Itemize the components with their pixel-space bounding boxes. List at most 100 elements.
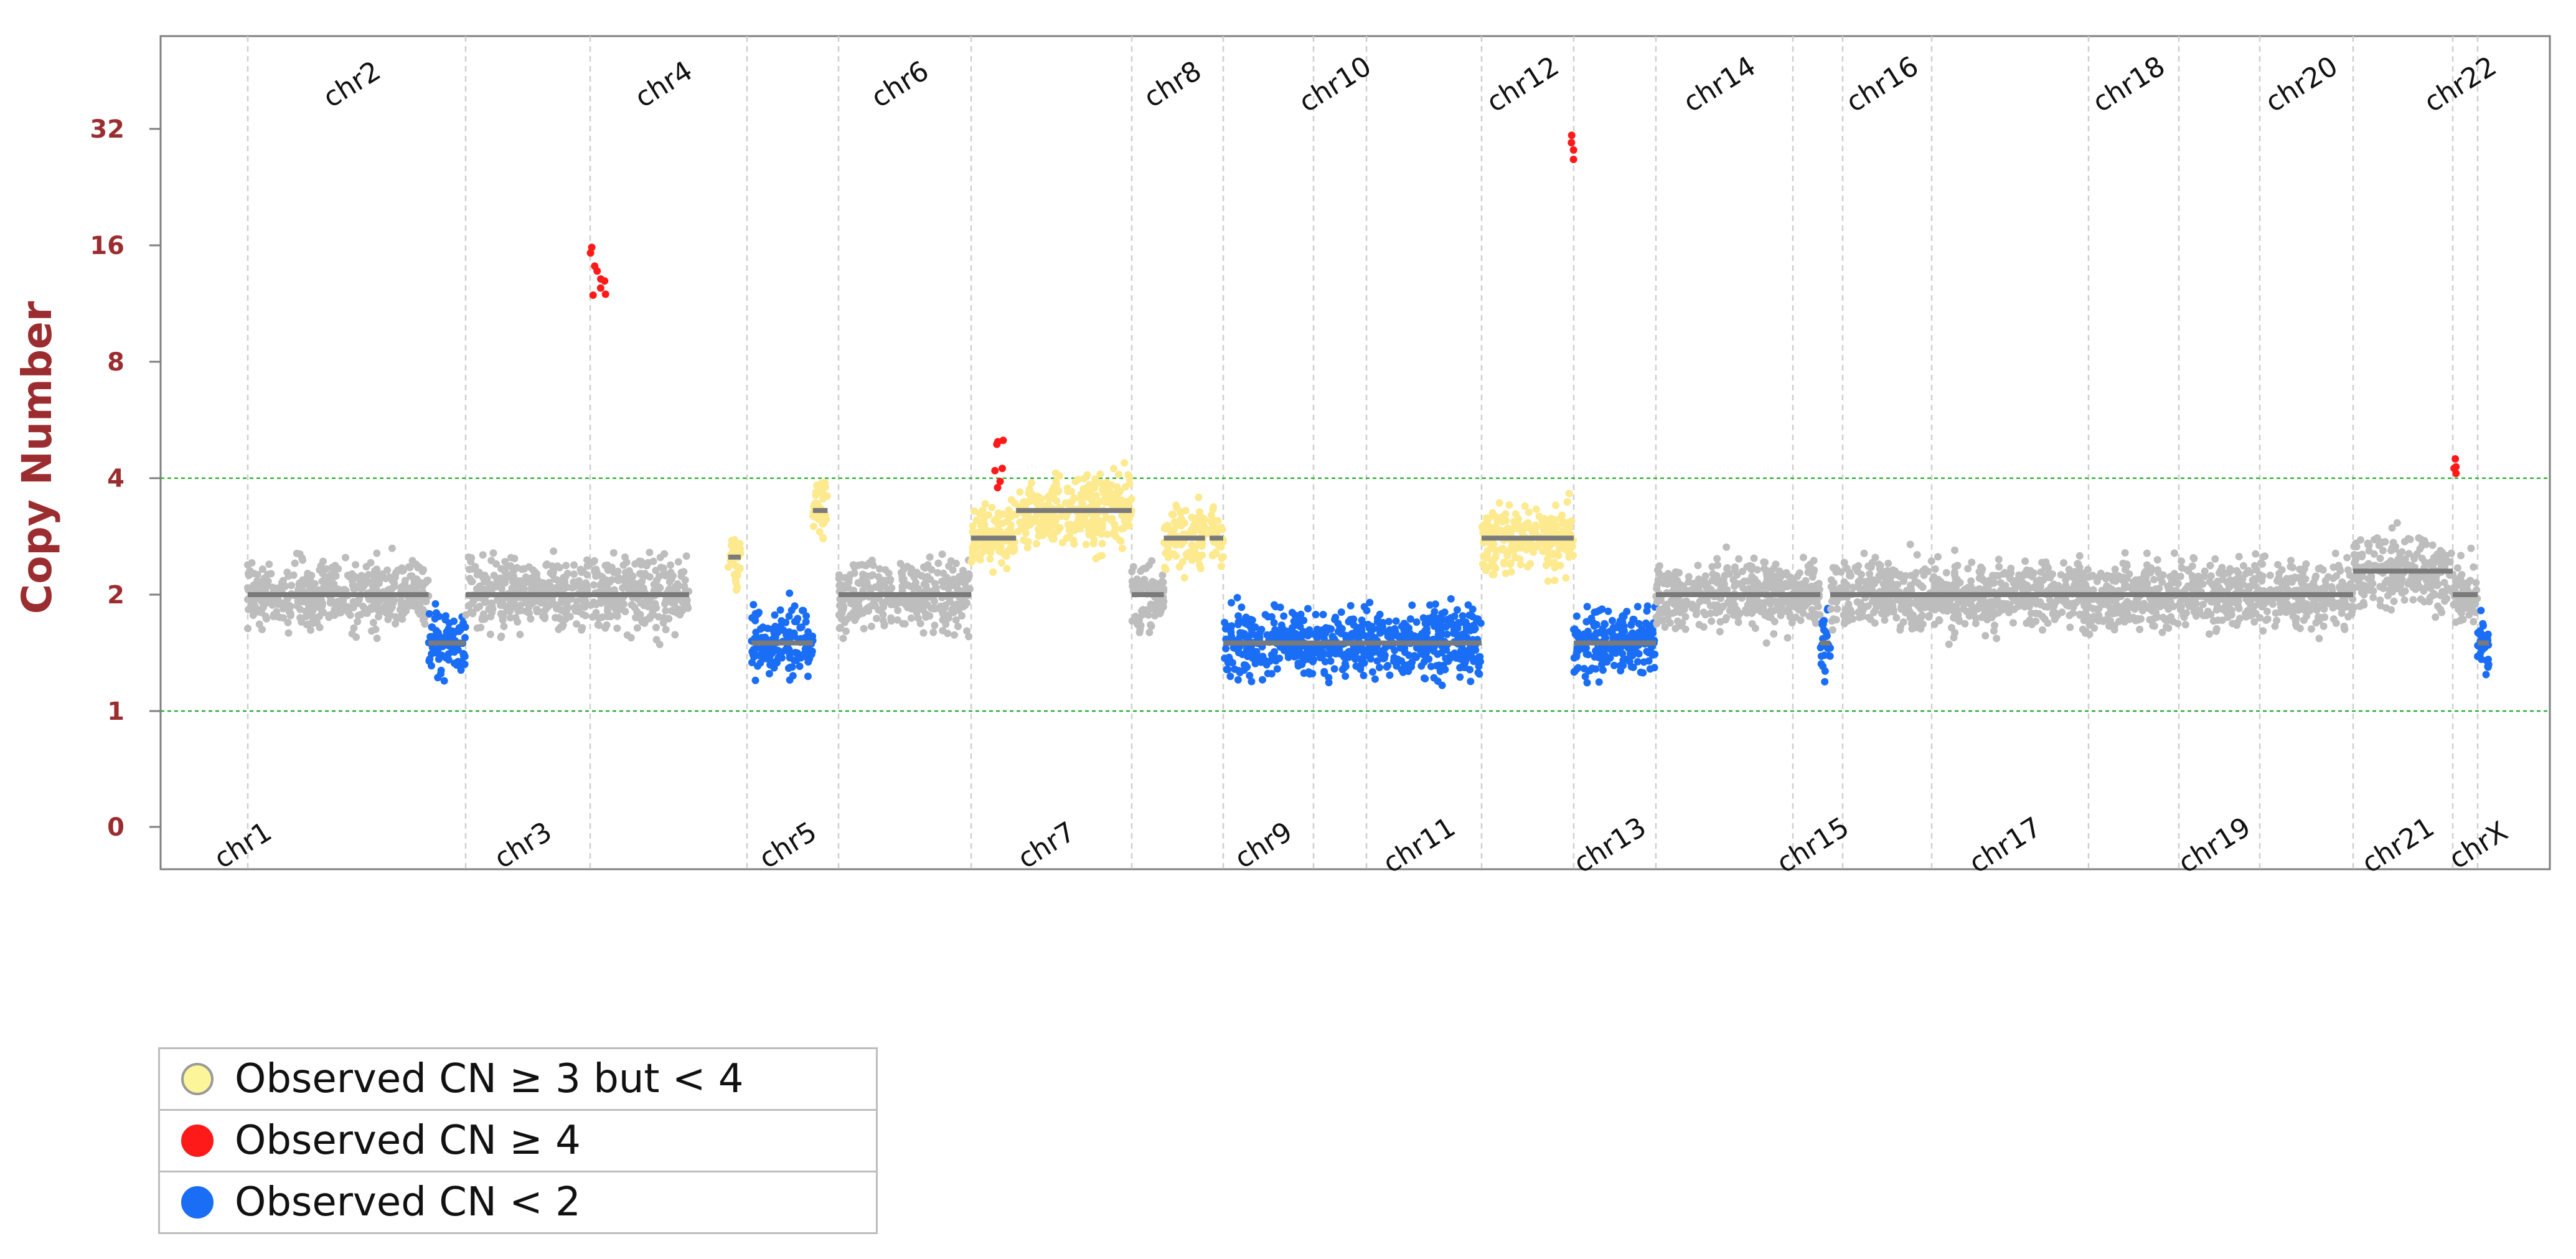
data-point: [1052, 469, 1060, 477]
data-point: [1573, 644, 1581, 653]
data-point: [1352, 662, 1360, 670]
data-point: [1140, 564, 1149, 572]
data-point: [961, 598, 968, 606]
data-point: [1195, 493, 1203, 501]
data-point: [674, 558, 682, 566]
data-point: [662, 626, 670, 634]
data-point: [425, 657, 433, 665]
data-point: [1750, 601, 1758, 610]
data-point: [1312, 631, 1320, 639]
data-point: [410, 577, 418, 585]
data-point: [899, 620, 907, 628]
data-point: [1169, 511, 1177, 519]
data-point: [283, 568, 291, 577]
data-point: [2148, 607, 2156, 615]
data-point: [2058, 608, 2066, 616]
data-point: [596, 598, 604, 606]
data-point: [1399, 668, 1407, 676]
data-point: [639, 586, 647, 594]
data-point: [845, 575, 853, 583]
data-point: [880, 621, 888, 628]
data-point: [929, 628, 938, 636]
data-point: [1222, 644, 1230, 653]
data-point: [2050, 580, 2058, 588]
data-point: [636, 570, 644, 578]
data-point: [1052, 478, 1060, 485]
data-point: [1993, 634, 2001, 643]
data-point: [1743, 608, 1751, 616]
data-point: [1304, 605, 1312, 613]
data-point: [1719, 602, 1728, 610]
data-point: [1860, 549, 1868, 557]
data-point: [646, 573, 654, 581]
data-point: [253, 577, 261, 585]
data-point: [1164, 549, 1172, 556]
data-point: [1871, 619, 1879, 627]
data-point: [994, 484, 1002, 492]
data-point: [802, 618, 810, 626]
data-point: [759, 623, 767, 631]
data-point: [841, 584, 849, 592]
data-point: [1652, 613, 1660, 621]
data-point: [1231, 665, 1239, 673]
data-point: [398, 615, 407, 623]
data-point: [1096, 470, 1104, 478]
data-point: [1264, 669, 1272, 677]
data-point: [1820, 626, 1828, 634]
data-point: [603, 621, 611, 629]
data-point: [1408, 601, 1416, 609]
data-point: [1934, 603, 1942, 611]
data-point: [501, 579, 509, 587]
data-point: [1304, 632, 1312, 639]
data-point: [1569, 146, 1577, 154]
data-point: [1559, 527, 1568, 535]
data-point: [1661, 623, 1669, 631]
data-point: [489, 549, 497, 557]
data-point: [1118, 511, 1126, 519]
data-point: [2159, 571, 2167, 579]
data-point: [1521, 502, 1529, 510]
data-point: [1827, 576, 1835, 584]
data-point: [291, 559, 299, 567]
data-point: [751, 612, 759, 620]
data-point: [1934, 553, 1942, 561]
points-layer: [244, 131, 2493, 689]
data-point: [1223, 622, 1231, 630]
data-point: [2072, 598, 2080, 606]
data-point: [756, 659, 764, 667]
data-point: [573, 620, 581, 628]
data-point: [479, 613, 487, 621]
data-point: [533, 574, 541, 582]
data-point: [1751, 625, 1759, 632]
data-point: [388, 544, 396, 552]
data-point: [682, 552, 690, 560]
data-point: [1828, 626, 1836, 634]
data-point: [931, 580, 939, 588]
data-point: [646, 614, 654, 622]
data-point: [773, 659, 781, 667]
data-point: [2143, 561, 2151, 569]
data-point: [1259, 655, 1267, 663]
data-point: [1571, 667, 1579, 675]
data-point: [1074, 518, 1082, 526]
data-point: [1951, 546, 1958, 554]
data-point: [1271, 653, 1279, 661]
data-point: [1713, 555, 1721, 563]
data-point: [1734, 613, 1742, 621]
data-point: [802, 612, 811, 620]
data-point: [1126, 480, 1134, 488]
data-point: [2033, 578, 2041, 586]
data-point: [1112, 489, 1119, 497]
data-point: [1671, 572, 1679, 580]
data-point: [1178, 558, 1187, 566]
data-point: [2206, 562, 2214, 570]
data-point: [810, 522, 817, 530]
data-point: [1177, 508, 1185, 516]
data-point: [865, 607, 873, 615]
data-point: [733, 583, 741, 591]
data-point: [562, 562, 570, 570]
data-point: [515, 586, 524, 594]
data-point: [1363, 606, 1371, 615]
data-point: [1005, 513, 1013, 521]
data-point: [1139, 606, 1147, 614]
